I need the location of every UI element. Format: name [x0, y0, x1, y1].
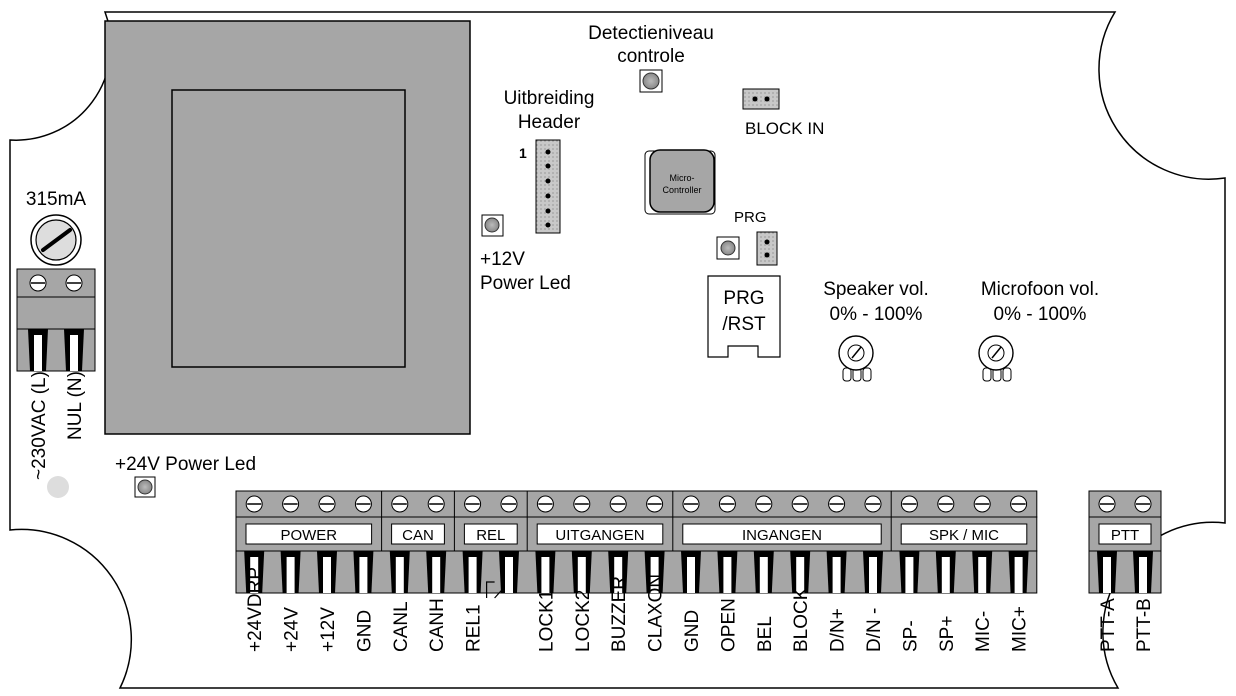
terminal-pin-label: BEL [755, 616, 776, 652]
plus24v-led-label: +24V Power Led [115, 454, 256, 475]
microfoon-label-1: Microfoon vol. [981, 279, 1099, 300]
mains-l-label: ~230VAC (L) [29, 371, 50, 480]
mains-n-label: NUL (N) [65, 371, 86, 440]
terminal-group-label-box [391, 523, 445, 545]
speaker-label-2: 0% - 100% [830, 304, 923, 325]
terminal-group-name: REL [476, 527, 505, 544]
plus12v-label-2: Power Led [480, 273, 571, 294]
detect-label-2: controle [617, 46, 685, 67]
mcu-label-1: Micro- [670, 173, 695, 183]
terminal-pin-label: BUZZER [609, 576, 630, 652]
terminal-pin-label: GND [682, 610, 703, 652]
fuse-holder-icon [30, 214, 82, 266]
prg-jumper [756, 231, 778, 266]
block-in-jumper [742, 88, 780, 110]
terminal-group-name: CAN [402, 527, 434, 544]
terminal-pin-label: D/N+ [828, 608, 849, 652]
terminal-pin-label: GND [354, 610, 375, 652]
prg-rst-label-1: PRG [723, 288, 764, 309]
mcu-label-2: Controller [662, 185, 701, 195]
terminal-group-label-box [1098, 523, 1152, 545]
terminal-pin-label: REL1 [464, 604, 485, 652]
plus12v-label-1: +12V [480, 249, 525, 270]
detect-led-icon [639, 69, 663, 93]
terminal-pin-label: MIC+ [1010, 606, 1031, 652]
terminal-group-label-box [682, 523, 882, 545]
mains-connector [16, 268, 96, 372]
terminal-pin-label: PTT-B [1134, 598, 1155, 652]
prg-label: PRG [734, 209, 767, 226]
terminal-group-name: PTT [1111, 527, 1139, 544]
terminal-pin-label: LOCK1 [536, 590, 557, 652]
terminal-pin-label: PTT-A [1098, 598, 1119, 652]
prg-rst-label-2: /RST [722, 314, 766, 335]
uitbreiding-label-2: Header [518, 112, 581, 133]
terminal-group-name: UITGANGEN [555, 527, 644, 544]
led-24v-icon [134, 476, 156, 498]
terminal-pin-label: SP- [900, 620, 921, 652]
microfoon-label-2: 0% - 100% [994, 304, 1087, 325]
microfoon-potentiometer-icon[interactable] [978, 335, 1014, 382]
main-terminal-strip: POWER +24VDRP +24V +12V GND CAN CANL CANH REL REL… [235, 490, 1038, 652]
prg-rst-button[interactable]: PRG /RST [707, 275, 781, 358]
terminal-group-label-box [536, 523, 664, 545]
header-pin1-label: 1 [519, 145, 527, 161]
speaker-label-1: Speaker vol. [823, 279, 929, 300]
detect-label-1: Detectieniveau [588, 23, 714, 44]
expansion-header [535, 139, 561, 234]
terminal-pin-label: +24V [282, 607, 303, 652]
terminal-group-label-box [900, 523, 1028, 545]
terminal-pin-label: +24VDRP [245, 567, 266, 652]
terminal-pin-label: +12V [318, 607, 339, 652]
terminal-pin-label: MIC- [973, 611, 994, 652]
terminal-pin-label: CLAXON [646, 574, 667, 652]
terminal-pin-label: SP+ [937, 616, 958, 652]
terminal-pin-label: LOCK2 [573, 590, 594, 652]
mounting-hole [47, 476, 69, 498]
led-12v-icon [481, 214, 504, 237]
ptt-terminal-strip: PTT PTT-A PTT-B [1088, 490, 1162, 652]
terminal-pin-label: OPEN [718, 598, 739, 652]
uitbreiding-label-1: Uitbreiding [504, 88, 595, 109]
speaker-potentiometer-icon[interactable] [838, 335, 874, 382]
prg-led-icon [716, 236, 740, 260]
terminal-pin-label: CANH [427, 598, 448, 652]
terminal-group-name: POWER [280, 527, 337, 544]
fuse-rating: 315mA [26, 189, 87, 210]
terminal-group-name: SPK / MIC [929, 527, 999, 544]
terminal-pin-label: BLOCK [791, 587, 812, 652]
transformer [104, 20, 471, 435]
terminal-group-name: INGANGEN [742, 527, 822, 544]
microcontroller-chip: Micro- Controller [644, 149, 716, 215]
terminal-group-label-box [245, 523, 373, 545]
terminal-pin-label: CANL [391, 601, 412, 652]
block-in-label: BLOCK IN [745, 119, 824, 138]
terminal-pin-label: D/N - [864, 608, 885, 652]
terminal-group-label-box [463, 523, 518, 545]
